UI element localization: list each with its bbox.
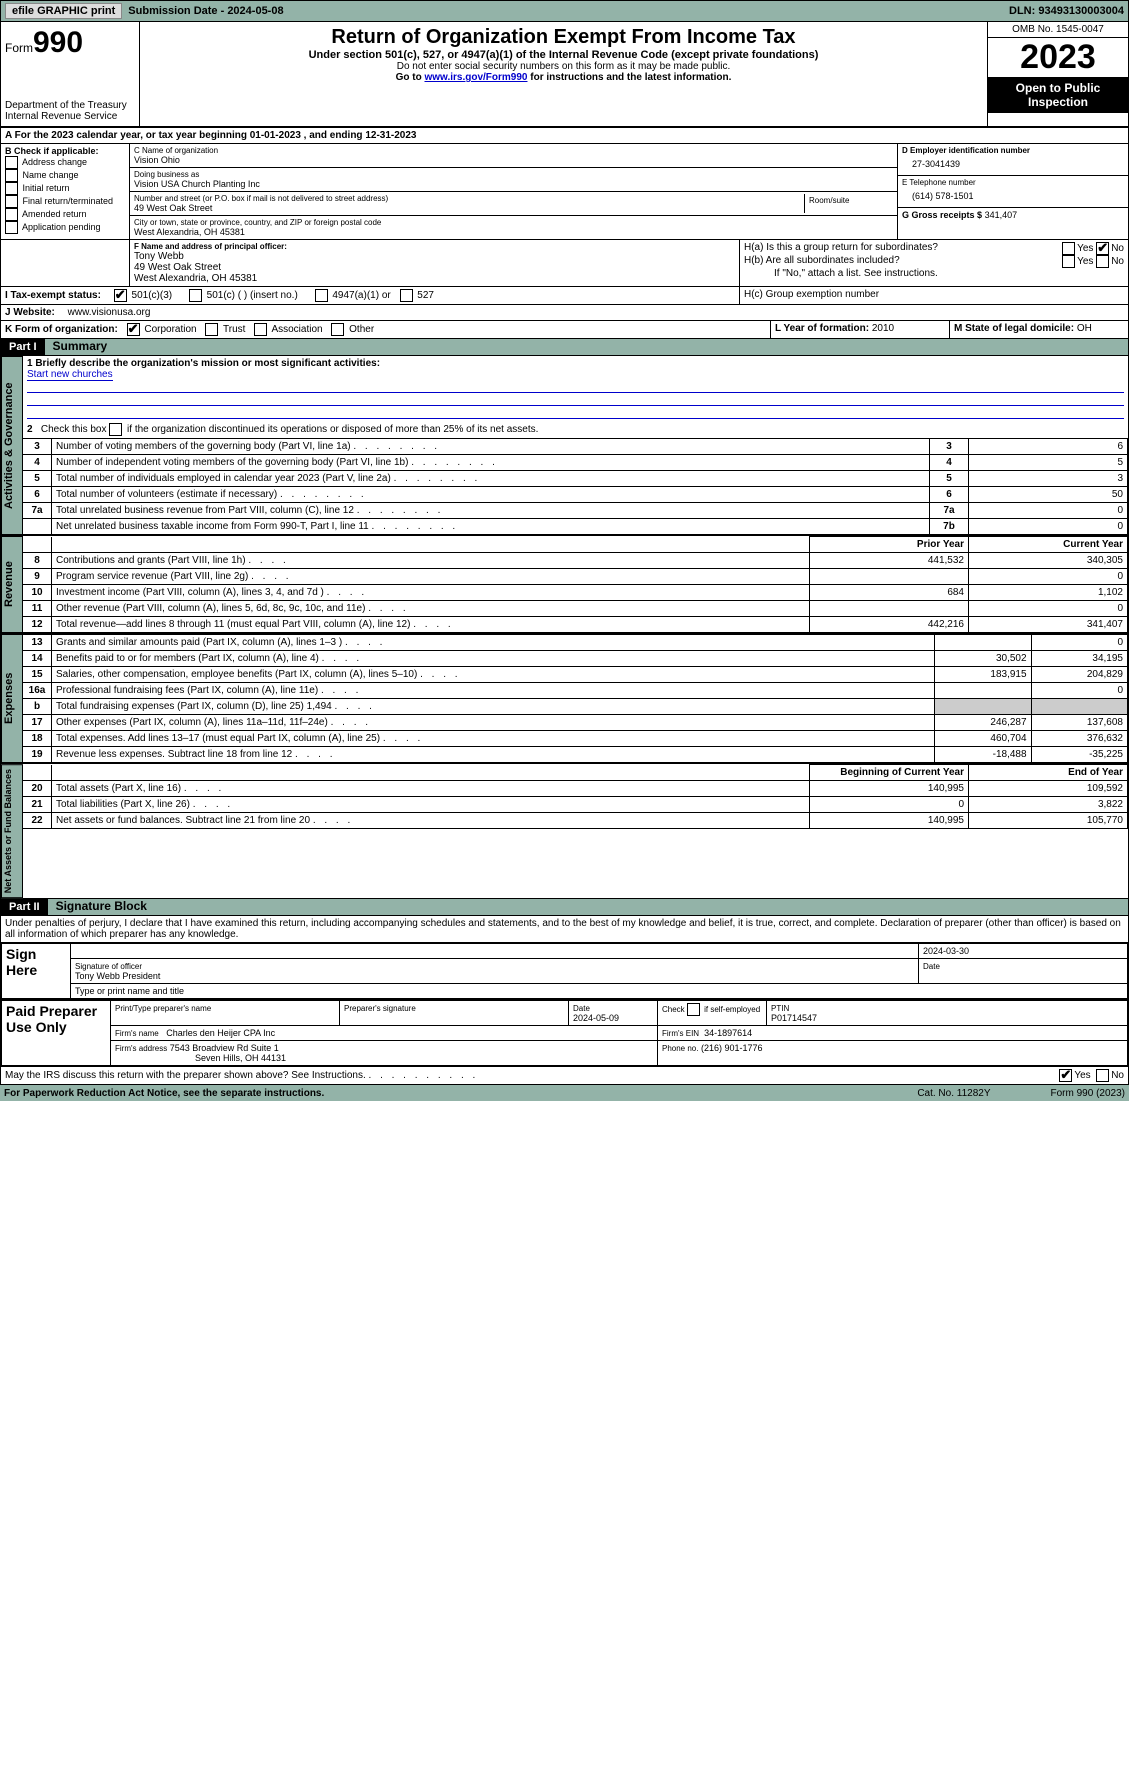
b-checkbox[interactable] <box>5 182 18 195</box>
phone-value: (614) 578-1501 <box>902 187 1124 205</box>
irs-link[interactable]: www.irs.gov/Form990 <box>424 72 527 83</box>
org-name-label: C Name of organization <box>134 146 893 155</box>
b-checkbox[interactable] <box>5 195 18 208</box>
b-checkbox[interactable] <box>5 221 18 234</box>
form-number: Form990 <box>5 26 135 60</box>
sign-date: 2024-03-30 <box>919 944 1128 959</box>
corp-checkbox[interactable] <box>127 323 140 336</box>
form-header: Form990 Department of the Treasury Inter… <box>0 22 1129 128</box>
form-subtitle: Under section 501(c), 527, or 4947(a)(1)… <box>144 49 983 61</box>
ssn-warning: Do not enter social security numbers on … <box>144 61 983 72</box>
part1-header: Part ISummary <box>0 339 1129 356</box>
section-b: B Check if applicable: Address change Na… <box>1 144 130 239</box>
org-name: Vision Ohio <box>134 155 893 165</box>
assoc-checkbox[interactable] <box>254 323 267 336</box>
summary-governance: Activities & Governance 1 Briefly descri… <box>0 356 1129 536</box>
h-b: H(b) Are all subordinates included? <box>744 255 1062 268</box>
part2-header: Part IISignature Block <box>0 899 1129 916</box>
trust-checkbox[interactable] <box>205 323 218 336</box>
website-value: www.visionusa.org <box>68 307 151 318</box>
dba-label: Doing business as <box>134 170 893 179</box>
officer-name: Tony Webb <box>134 251 735 262</box>
netassets-table: Beginning of Current YearEnd of Year20To… <box>23 764 1128 829</box>
h-c: H(c) Group exemption number <box>740 287 1128 304</box>
vtab-revenue: Revenue <box>1 536 23 633</box>
tax-year: 2023 <box>988 38 1128 77</box>
row-j: J Website: www.visionusa.org <box>0 305 1129 321</box>
q1-label: 1 Briefly describe the organization's mi… <box>27 358 380 369</box>
city-value: West Alexandria, OH 45381 <box>134 227 893 237</box>
officer-label: F Name and address of principal officer: <box>134 242 735 251</box>
omb-number: OMB No. 1545-0047 <box>988 22 1128 38</box>
public-inspection: Open to Public Inspection <box>988 77 1128 113</box>
perjury-text: Under penalties of perjury, I declare th… <box>0 916 1129 943</box>
b-checkbox[interactable] <box>5 169 18 182</box>
street-label: Number and street (or P.O. box if mail i… <box>134 194 804 203</box>
city-label: City or town, state or province, country… <box>134 218 893 227</box>
q2-checkbox[interactable] <box>109 423 122 436</box>
501c-checkbox[interactable] <box>189 289 202 302</box>
vtab-expenses: Expenses <box>1 634 23 763</box>
hb-yes-checkbox[interactable] <box>1062 255 1075 268</box>
dept-treasury: Department of the Treasury Internal Reve… <box>5 100 135 122</box>
527-checkbox[interactable] <box>400 289 413 302</box>
preparer-block: Paid Preparer Use Only Print/Type prepar… <box>0 1000 1129 1067</box>
row-i: I Tax-exempt status: 501(c)(3) 501(c) ( … <box>0 287 1129 305</box>
governance-table: 3Number of voting members of the governi… <box>23 438 1128 535</box>
dba-value: Vision USA Church Planting Inc <box>134 179 893 189</box>
self-employed-checkbox[interactable] <box>687 1003 700 1016</box>
gross-value: 341,407 <box>985 210 1018 220</box>
discuss-no-checkbox[interactable] <box>1096 1069 1109 1082</box>
sign-here-label: Sign Here <box>2 944 71 999</box>
period-row: A For the 2023 calendar year, or tax yea… <box>0 128 1129 144</box>
h-a: H(a) Is this a group return for subordin… <box>744 242 1062 255</box>
h-b-note: If "No," attach a list. See instructions… <box>744 268 1124 279</box>
ein-label: D Employer identification number <box>902 146 1124 155</box>
summary-expenses: Expenses 13Grants and similar amounts pa… <box>0 634 1129 764</box>
gross-label: G Gross receipts $ <box>902 210 982 220</box>
efile-print-button[interactable]: efile GRAPHIC print <box>5 3 122 19</box>
goto-line: Go to www.irs.gov/Form990 for instructio… <box>144 72 983 83</box>
form-title: Return of Organization Exempt From Incom… <box>144 26 983 49</box>
ha-yes-checkbox[interactable] <box>1062 242 1075 255</box>
submission-date: Submission Date - 2024-05-08 <box>128 5 283 17</box>
other-checkbox[interactable] <box>331 323 344 336</box>
room-label: Room/suite <box>809 196 889 205</box>
summary-revenue: Revenue Prior YearCurrent Year8Contribut… <box>0 536 1129 634</box>
summary-netassets: Net Assets or Fund Balances Beginning of… <box>0 764 1129 899</box>
expenses-table: 13Grants and similar amounts paid (Part … <box>23 634 1128 763</box>
street-value: 49 West Oak Street <box>134 203 804 213</box>
officer-street: 49 West Oak Street <box>134 262 735 273</box>
dln: DLN: 93493130003004 <box>1009 5 1124 17</box>
topbar: efile GRAPHIC print Submission Date - 20… <box>0 0 1129 22</box>
b-checkbox[interactable] <box>5 208 18 221</box>
officer-city: West Alexandria, OH 45381 <box>134 273 735 284</box>
page-footer: For Paperwork Reduction Act Notice, see … <box>0 1085 1129 1101</box>
vtab-netassets: Net Assets or Fund Balances <box>1 764 23 898</box>
discuss-row: May the IRS discuss this return with the… <box>0 1067 1129 1085</box>
q2: 2 Check this box if the organization dis… <box>23 421 1128 438</box>
paid-preparer-label: Paid Preparer Use Only <box>2 1001 111 1066</box>
row-klm: K Form of organization: Corporation Trus… <box>0 321 1129 339</box>
501c3-checkbox[interactable] <box>114 289 127 302</box>
revenue-table: Prior YearCurrent Year8Contributions and… <box>23 536 1128 633</box>
ha-no-checkbox[interactable] <box>1096 242 1109 255</box>
discuss-yes-checkbox[interactable] <box>1059 1069 1072 1082</box>
hb-no-checkbox[interactable] <box>1096 255 1109 268</box>
b-checkbox[interactable] <box>5 156 18 169</box>
ein-value: 27-3041439 <box>902 155 1124 173</box>
phone-label: E Telephone number <box>902 178 1124 187</box>
vtab-governance: Activities & Governance <box>1 356 23 535</box>
4947-checkbox[interactable] <box>315 289 328 302</box>
q1-value: Start new churches <box>27 369 113 381</box>
officer-group-section: F Name and address of principal officer:… <box>0 240 1129 287</box>
signature-block: Sign Here 2024-03-30 Signature of office… <box>0 943 1129 1000</box>
entity-section: B Check if applicable: Address change Na… <box>0 144 1129 240</box>
